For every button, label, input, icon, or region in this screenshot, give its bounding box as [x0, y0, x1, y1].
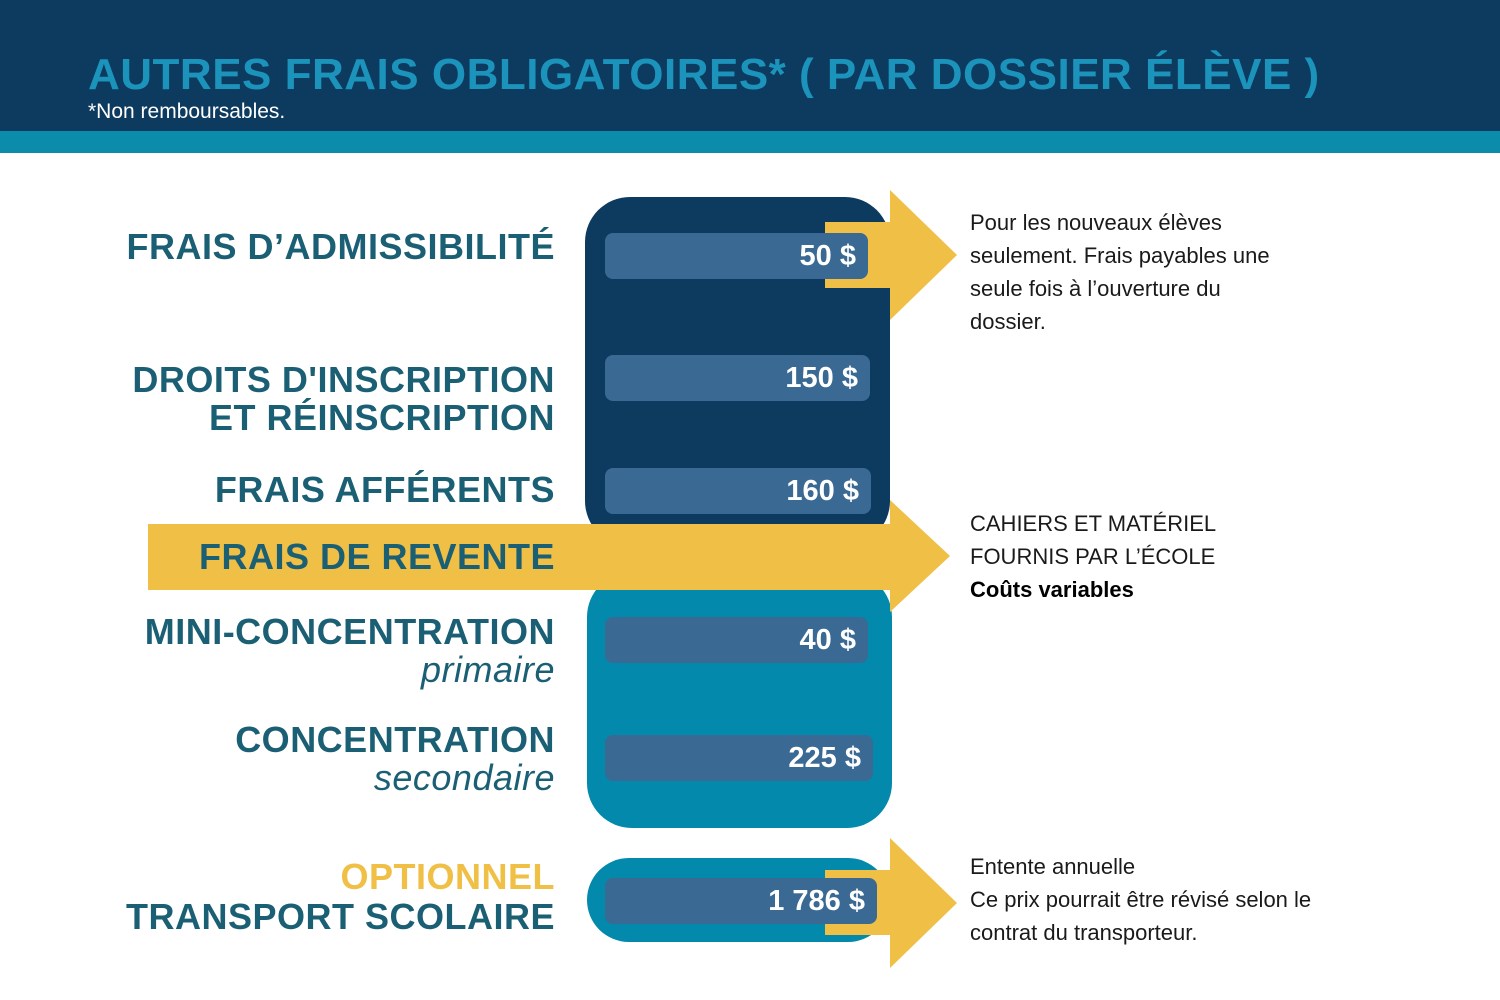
label-afferents: FRAIS AFFÉRENTS — [214, 469, 555, 510]
amount-admissibilite: 50 $ — [605, 233, 868, 279]
arrow-revente-icon — [148, 500, 950, 612]
label-concentration-sub: secondaire — [235, 759, 555, 797]
sublabel-primaire: primaire — [420, 649, 555, 690]
amount-inscription: 150 $ — [605, 355, 870, 401]
arrow-admissibilite-icon — [825, 190, 957, 320]
label-transport: OPTIONNEL TRANSPORT SCOLAIRE — [126, 858, 555, 936]
arrow-transport-icon — [825, 838, 957, 968]
amount-transport: 1 786 $ — [605, 878, 877, 924]
amount-afferents: 160 $ — [605, 468, 871, 514]
amount-mini-concentration: 40 $ — [605, 617, 868, 663]
label-concentration-title: CONCENTRATION — [235, 719, 555, 760]
note-line: seulement. Frais payables une — [970, 243, 1270, 268]
note-line: Entente annuelle — [970, 854, 1136, 879]
header-banner — [0, 0, 1500, 131]
optional-tag: OPTIONNEL — [340, 856, 555, 897]
header-stripe — [0, 131, 1500, 153]
note-line: seule fois à l’ouverture du — [970, 276, 1221, 301]
note-revente: CAHIERS ET MATÉRIEL FOURNIS PAR L’ÉCOLE … — [970, 507, 1216, 606]
note-line: FOURNIS PAR L’ÉCOLE — [970, 544, 1216, 569]
amount-concentration: 225 $ — [605, 735, 873, 781]
note-line: CAHIERS ET MATÉRIEL — [970, 511, 1217, 536]
page-subtitle: *Non remboursables. — [88, 100, 286, 123]
note-transport: Entente annuelle Ce prix pourrait être r… — [970, 850, 1311, 949]
note-line: dossier. — [970, 309, 1046, 334]
label-revente: FRAIS DE REVENTE — [198, 536, 555, 577]
label-mini-concentration: MINI-CONCENTRATION primaire — [145, 613, 555, 689]
note-line-emphasis: Coûts variables — [970, 577, 1134, 602]
label-inscription: DROITS D'INSCRIPTION ET RÉINSCRIPTION — [132, 361, 555, 437]
label-inscription-line1: DROITS D'INSCRIPTION — [132, 359, 555, 400]
note-line: Ce prix pourrait être révisé selon le — [970, 887, 1312, 912]
note-admissibilite: Pour les nouveaux élèves seulement. Frai… — [970, 206, 1270, 338]
label-admissibilite: FRAIS D’ADMISSIBILITÉ — [126, 226, 555, 267]
note-line: Pour les nouveaux élèves — [970, 210, 1222, 235]
label-mini-concentration-title: MINI-CONCENTRATION — [144, 611, 555, 652]
sublabel-secondaire: secondaire — [373, 757, 555, 798]
label-transport-title: TRANSPORT SCOLAIRE — [125, 896, 555, 937]
label-inscription-line2: ET RÉINSCRIPTION — [208, 397, 555, 438]
concentration-fees-box — [587, 572, 892, 828]
label-concentration: CONCENTRATION secondaire — [235, 721, 555, 797]
note-line: contrat du transporteur. — [970, 920, 1198, 945]
label-mini-concentration-sub: primaire — [145, 651, 555, 689]
page-title: AUTRES FRAIS OBLIGATOIRES* ( PAR DOSSIER… — [88, 50, 1320, 99]
